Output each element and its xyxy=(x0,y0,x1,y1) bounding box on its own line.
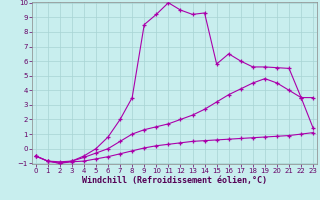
X-axis label: Windchill (Refroidissement éolien,°C): Windchill (Refroidissement éolien,°C) xyxy=(82,176,267,185)
